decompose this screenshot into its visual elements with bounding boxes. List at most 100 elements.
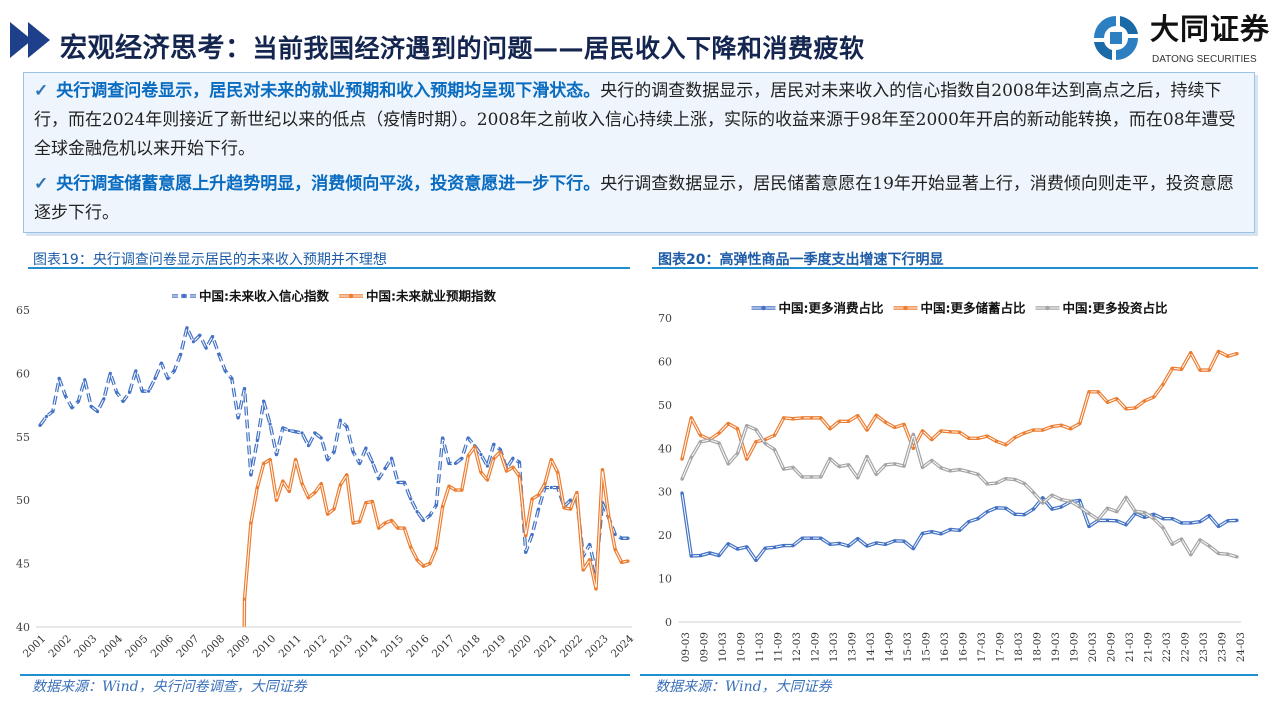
data-point bbox=[1022, 431, 1026, 435]
data-point bbox=[837, 419, 841, 423]
series-line-inner bbox=[39, 327, 628, 573]
data-point bbox=[809, 475, 814, 479]
data-point bbox=[89, 404, 93, 408]
data-point bbox=[1013, 477, 1017, 482]
data-point bbox=[38, 423, 42, 427]
data-point bbox=[893, 425, 897, 430]
check-icon: ✓ bbox=[34, 174, 49, 194]
check-icon: ✓ bbox=[34, 81, 49, 101]
data-point bbox=[300, 431, 304, 435]
data-point bbox=[249, 473, 253, 477]
series-line bbox=[680, 424, 1238, 559]
data-point bbox=[460, 488, 464, 492]
data-point bbox=[447, 461, 451, 466]
data-point bbox=[689, 554, 693, 558]
data-point bbox=[255, 485, 259, 490]
data-point bbox=[735, 427, 740, 431]
summary-highlight: 央行调查问卷显示，居民对未来的就业预期和收入预期均呈现下滑状态。 bbox=[56, 81, 601, 101]
page-title: 宏观经济思考：当前我国经济遇到的问题——居民收入下降和消费疲软 bbox=[60, 26, 865, 65]
data-point bbox=[930, 438, 934, 442]
data-point bbox=[1235, 555, 1239, 559]
x-tick-label: 23-09 bbox=[1217, 632, 1229, 662]
data-point bbox=[1235, 352, 1239, 356]
series-1 bbox=[680, 349, 1239, 461]
data-point bbox=[809, 416, 814, 420]
legend-label-0: 中国:未来收入信心指数 bbox=[199, 289, 329, 304]
legend-marker bbox=[761, 305, 766, 311]
data-point bbox=[883, 542, 888, 546]
data-point bbox=[1198, 368, 1202, 372]
data-point bbox=[370, 460, 374, 464]
data-point bbox=[76, 399, 80, 403]
y-tick-label: 40 bbox=[658, 442, 672, 455]
data-point bbox=[274, 498, 279, 502]
data-point bbox=[948, 430, 952, 434]
data-point bbox=[326, 458, 330, 462]
data-point bbox=[726, 462, 730, 466]
data-point bbox=[735, 451, 740, 456]
data-point bbox=[479, 470, 483, 474]
data-point bbox=[562, 506, 566, 510]
data-point bbox=[466, 436, 470, 440]
data-point bbox=[319, 436, 323, 440]
y-tick-label: 30 bbox=[658, 486, 672, 499]
data-point bbox=[819, 416, 823, 420]
data-point bbox=[883, 420, 888, 424]
data-point bbox=[874, 413, 878, 417]
data-point bbox=[524, 534, 528, 538]
data-point bbox=[708, 551, 712, 555]
data-point bbox=[600, 468, 605, 472]
logo-name: 大同证券 bbox=[1150, 12, 1271, 46]
data-point bbox=[1179, 367, 1184, 371]
data-point bbox=[948, 469, 952, 473]
series-2 bbox=[680, 424, 1239, 559]
series-line bbox=[242, 445, 629, 628]
summary-point-2: ✓ 央行调查储蓄意愿上升趋势明显，消费倾向平淡，投资意愿进一步下行。央行调查数据显… bbox=[34, 170, 1240, 228]
x-tick-label: 2020 bbox=[507, 633, 534, 660]
legend-label-0: 中国:更多消费占比 bbox=[779, 301, 884, 316]
data-point bbox=[874, 541, 878, 545]
data-point bbox=[1105, 518, 1110, 522]
data-point bbox=[530, 532, 534, 537]
data-point bbox=[726, 421, 730, 426]
data-point bbox=[893, 539, 897, 543]
data-point bbox=[800, 536, 804, 540]
data-point bbox=[1022, 481, 1026, 486]
data-point bbox=[837, 541, 841, 545]
data-point bbox=[1096, 517, 1100, 522]
data-point bbox=[121, 399, 125, 403]
data-point bbox=[44, 414, 48, 419]
data-point bbox=[504, 469, 509, 473]
x-tick-label: 2017 bbox=[430, 633, 457, 660]
data-point bbox=[856, 414, 860, 418]
data-point bbox=[828, 457, 832, 461]
data-point bbox=[791, 543, 795, 548]
data-point bbox=[556, 485, 560, 490]
source-rule-left bbox=[20, 674, 630, 676]
data-point bbox=[588, 558, 592, 562]
data-point bbox=[198, 333, 202, 337]
data-point bbox=[434, 546, 438, 550]
data-point bbox=[70, 406, 74, 410]
data-point bbox=[1207, 544, 1211, 548]
data-point bbox=[828, 427, 832, 431]
data-point bbox=[460, 456, 464, 460]
source-rule-right bbox=[640, 674, 1258, 676]
data-point bbox=[421, 518, 426, 523]
data-point bbox=[115, 390, 119, 395]
data-point bbox=[287, 428, 291, 433]
y-tick-label: 20 bbox=[658, 529, 672, 542]
data-point bbox=[63, 394, 68, 398]
data-point bbox=[948, 527, 952, 532]
data-point bbox=[689, 416, 693, 420]
data-point bbox=[902, 464, 906, 468]
data-point bbox=[1013, 512, 1017, 516]
y-tick-label: 10 bbox=[658, 573, 672, 586]
data-point bbox=[102, 397, 106, 401]
data-point bbox=[396, 526, 400, 530]
data-point bbox=[1078, 505, 1082, 509]
data-point bbox=[1004, 506, 1008, 510]
data-point bbox=[1189, 521, 1193, 525]
x-tick-label: 2006 bbox=[149, 633, 177, 661]
data-point bbox=[274, 452, 279, 457]
